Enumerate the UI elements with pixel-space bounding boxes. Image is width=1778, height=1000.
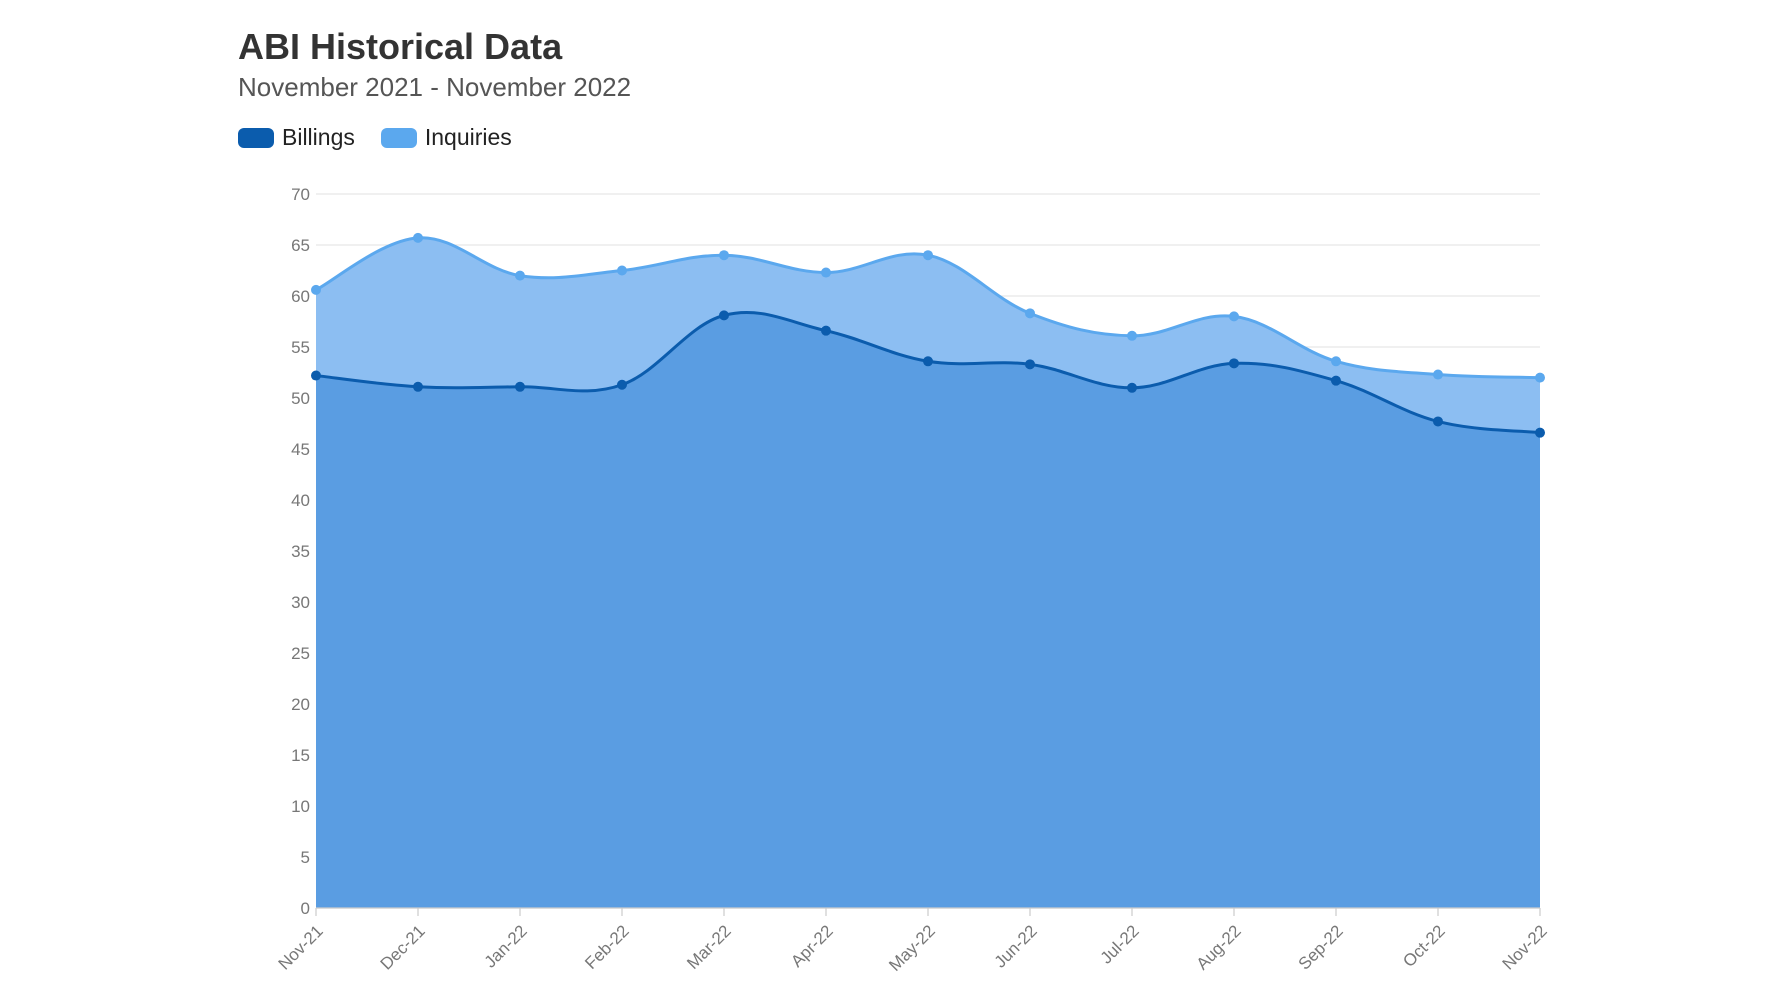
y-tick-label: 55 — [291, 338, 310, 357]
x-tick-label: Apr-22 — [787, 921, 837, 971]
point-billings — [1127, 382, 1137, 393]
y-tick-label: 45 — [291, 440, 310, 459]
point-billings — [1535, 427, 1545, 438]
y-tick-label: 20 — [291, 695, 310, 714]
point-inquiries — [413, 232, 423, 243]
point-billings — [1331, 375, 1341, 386]
x-tick-label: Feb-22 — [581, 921, 633, 973]
y-tick-label: 5 — [301, 848, 310, 867]
point-billings — [1025, 359, 1035, 370]
point-inquiries — [1535, 372, 1545, 383]
point-billings — [413, 381, 423, 392]
point-inquiries — [617, 265, 627, 276]
x-tick-label: Jan-22 — [481, 921, 531, 971]
point-inquiries — [1331, 356, 1341, 367]
x-tick-label: Jul-22 — [1097, 921, 1143, 967]
point-billings — [719, 310, 729, 321]
legend-label-inquiries: Inquiries — [424, 124, 512, 150]
point-billings — [617, 379, 627, 390]
legend-swatch-billings — [238, 127, 274, 148]
legend-item-inquiries[interactable]: Inquiries — [380, 124, 512, 151]
x-tick-label: Oct-22 — [1399, 921, 1449, 971]
y-tick-label: 60 — [291, 287, 310, 306]
point-inquiries — [1127, 330, 1137, 341]
y-tick-label: 10 — [291, 797, 310, 816]
point-inquiries — [821, 267, 831, 278]
point-billings — [1229, 358, 1239, 369]
point-billings — [1433, 416, 1443, 427]
point-inquiries — [923, 250, 933, 261]
point-billings — [515, 381, 525, 392]
x-tick-label: Mar-22 — [683, 921, 735, 973]
legend-item-billings[interactable]: Billings — [238, 124, 355, 151]
x-tick-label: Jun-22 — [991, 921, 1041, 971]
point-inquiries — [311, 284, 321, 295]
point-inquiries — [515, 270, 525, 281]
x-tick-label: Aug-22 — [1193, 921, 1245, 973]
point-inquiries — [1433, 369, 1443, 380]
point-inquiries — [1025, 308, 1035, 319]
y-tick-label: 40 — [291, 491, 310, 510]
y-tick-label: 35 — [291, 542, 310, 561]
point-inquiries — [1229, 311, 1239, 322]
y-tick-label: 0 — [301, 899, 310, 918]
point-billings — [821, 325, 831, 336]
chart-title: ABI Historical Data — [238, 26, 563, 67]
y-tick-label: 30 — [291, 593, 310, 612]
y-tick-label: 70 — [291, 185, 310, 204]
x-tick-label: Sep-22 — [1295, 921, 1347, 973]
chart-subtitle: November 2021 - November 2022 — [238, 72, 632, 102]
legend: Billings Inquiries — [238, 124, 538, 151]
point-billings — [923, 356, 933, 367]
x-tick-label: May-22 — [885, 921, 939, 975]
y-tick-label: 65 — [291, 236, 310, 255]
x-tick-label: Dec-21 — [377, 921, 429, 973]
legend-swatch-inquiries — [380, 127, 417, 148]
x-tick-label: Nov-22 — [1499, 921, 1551, 973]
y-tick-label: 25 — [291, 644, 310, 663]
y-tick-label: 15 — [291, 746, 310, 765]
area-billings — [316, 312, 1540, 908]
point-inquiries — [719, 250, 729, 261]
legend-label-billings: Billings — [282, 124, 355, 150]
x-tick-label: Nov-21 — [275, 921, 327, 973]
point-billings — [311, 370, 321, 381]
y-tick-label: 50 — [291, 389, 310, 408]
